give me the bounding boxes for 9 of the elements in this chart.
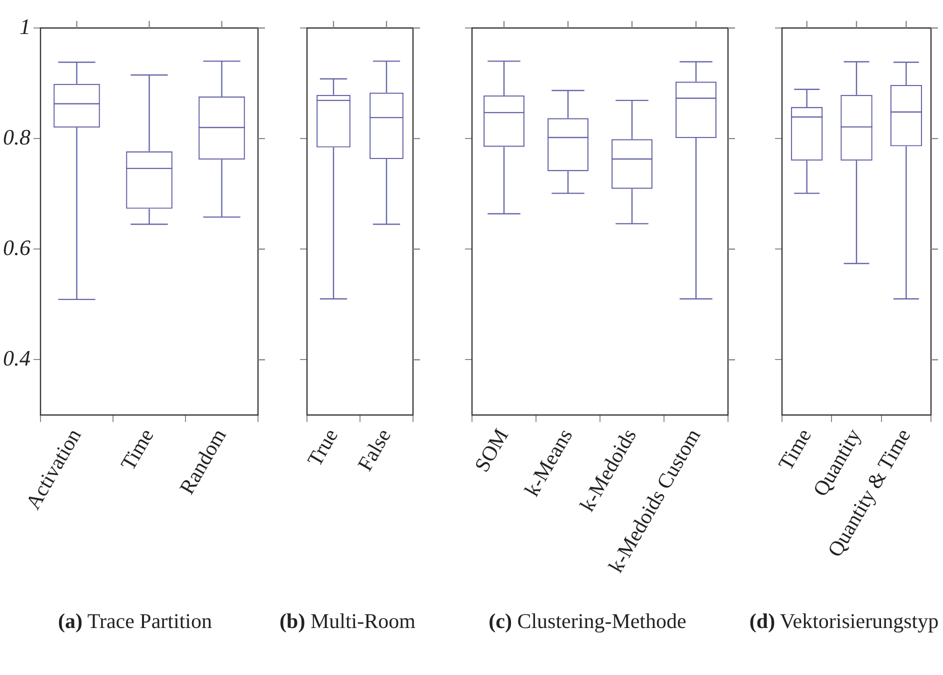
text: (b) Multi-Room [278, 608, 416, 635]
x-tick-label: True [302, 424, 343, 470]
text: (d) Vektorisierungstyp [748, 608, 940, 635]
text: (a) Trace Partition [57, 608, 213, 635]
y-tick-label: 0.4 [3, 345, 30, 370]
text: (c) Clustering-Methode [488, 608, 688, 635]
y-tick-label: 0.8 [3, 124, 30, 150]
y-tick-label: 0.6 [3, 234, 30, 260]
y-tick-label: 1 [20, 14, 30, 39]
